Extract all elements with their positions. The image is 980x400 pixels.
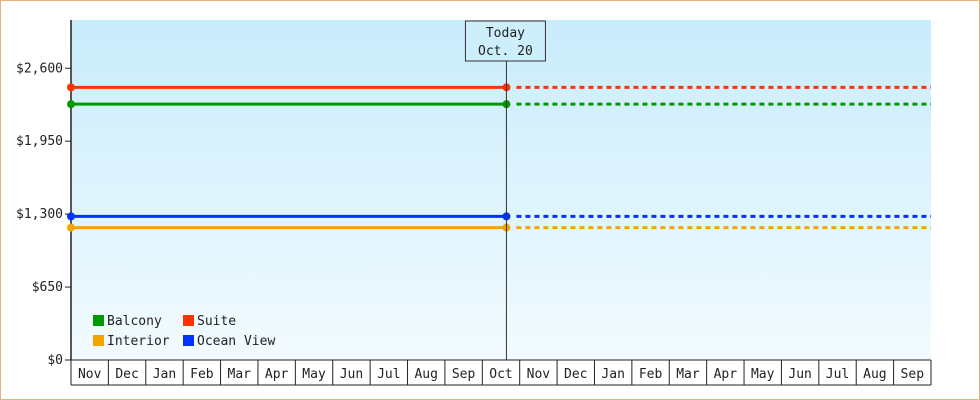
legend-label: Interior: [107, 334, 170, 349]
month-label: Mar: [676, 367, 700, 382]
month-label: Nov: [78, 367, 102, 382]
series-start-point: [67, 212, 75, 221]
month-label: Jan: [601, 367, 624, 382]
legend-label: Suite: [197, 314, 236, 329]
y-axis: $0 $650 $1,300 $1,950 $2,600: [16, 20, 72, 368]
month-label: Feb: [639, 367, 663, 382]
month-label: Dec: [564, 367, 587, 382]
series-lines: [67, 83, 931, 232]
month-label: Aug: [863, 367, 886, 382]
y-tick-label: $2,600: [16, 61, 63, 76]
legend-swatch: [183, 315, 194, 326]
month-label: Nov: [527, 367, 551, 382]
month-label: Jun: [340, 367, 363, 382]
legend-swatch: [183, 335, 194, 346]
month-label: Apr: [265, 367, 289, 382]
month-label: Feb: [190, 367, 214, 382]
y-tick-label: $650: [32, 280, 63, 295]
month-label: May: [751, 367, 775, 382]
legend: Balcony Suite Interior Ocean View: [93, 314, 275, 349]
today-label: Today: [486, 26, 525, 41]
month-label: Jul: [826, 367, 849, 382]
month-label: Jun: [788, 367, 811, 382]
legend-swatch: [93, 335, 104, 346]
plot-background: [71, 20, 931, 360]
month-label: Jan: [153, 367, 176, 382]
series-start-point: [67, 83, 75, 92]
month-label: Sep: [452, 367, 476, 382]
month-label: Jul: [377, 367, 400, 382]
month-label: May: [302, 367, 326, 382]
month-label: Aug: [414, 367, 437, 382]
month-label: Oct: [489, 367, 512, 382]
month-label: Dec: [115, 367, 138, 382]
month-label: Apr: [714, 367, 738, 382]
legend-label: Ocean View: [197, 334, 275, 349]
y-tick-label: $0: [47, 353, 63, 368]
series-start-point: [67, 223, 75, 232]
month-label: Mar: [228, 367, 252, 382]
today-label-box: [464, 20, 546, 62]
legend-swatch: [93, 315, 104, 326]
month-label: Sep: [901, 367, 925, 382]
y-tick-label: $1,300: [16, 207, 63, 222]
today-date: Oct. 20: [478, 44, 533, 59]
series-start-point: [67, 100, 75, 109]
x-axis: Nov Dec Jan Feb Mar Apr May Jun Jul Aug Sep Oct Nov D…: [70, 359, 932, 386]
today-marker: Today Oct. 20: [464, 20, 546, 360]
y-tick-label: $1,950: [16, 134, 63, 149]
legend-label: Balcony: [107, 314, 162, 329]
